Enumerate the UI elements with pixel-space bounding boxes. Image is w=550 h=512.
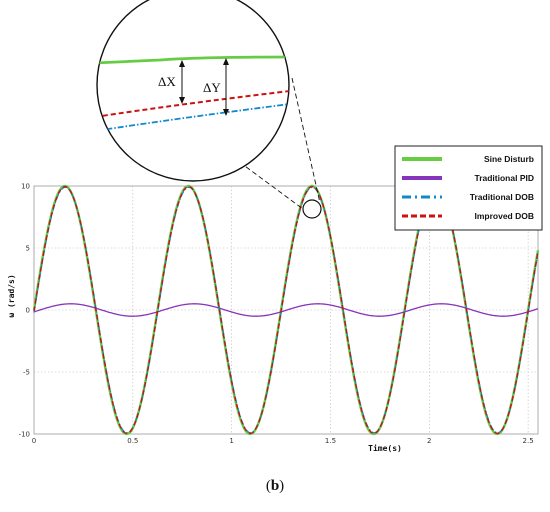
delta-y-arrowhead-top <box>223 58 229 65</box>
x-axis-label: Time(s) <box>368 443 402 453</box>
y-tick-label: 5 <box>26 245 30 253</box>
x-tick-label: 1.5 <box>325 437 336 445</box>
x-tick-label: 0.5 <box>127 437 138 445</box>
y-axis-label: ω (rad/s) <box>7 274 16 317</box>
y-tick-label: 10 <box>21 183 30 191</box>
series-lines <box>32 184 540 436</box>
y-tick-label: -5 <box>23 369 30 377</box>
zoom-inset: ΔX ΔY <box>96 0 290 182</box>
delta-x-arrowhead-bottom <box>179 97 185 104</box>
figure-caption: (b) <box>0 478 550 495</box>
series-line-traditional-pid <box>33 303 539 317</box>
grid-lines <box>34 186 538 434</box>
delta-x-arrowhead-top <box>179 60 185 67</box>
legend-label: Traditional DOB <box>470 192 534 202</box>
caption-letter: b <box>270 478 280 494</box>
x-tick-label: 1 <box>229 437 233 445</box>
zoom-marker-circle <box>302 199 322 219</box>
delta-y-arrowhead-bottom <box>223 109 229 116</box>
legend-box <box>394 145 543 231</box>
y-axis-ticks: 10 5 0 -5 -10 <box>19 183 30 439</box>
caption-open: ( <box>265 478 271 494</box>
legend: Sine Disturb Traditional PID Traditional D… <box>394 145 543 231</box>
legend-label: Traditional PID <box>474 173 534 183</box>
y-tick-label: 0 <box>26 307 30 315</box>
x-axis-ticks: 0 0.5 1 1.5 2 2.5 <box>32 437 534 445</box>
x-tick-label: 0 <box>32 437 36 445</box>
legend-items: Sine Disturb Traditional PID Traditional D… <box>402 154 534 221</box>
delta-x-label: ΔX <box>158 74 176 89</box>
series-line-improved-dob <box>33 185 539 435</box>
inset-line-improved-dob <box>97 90 289 118</box>
legend-label: Sine Disturb <box>484 154 534 164</box>
zoom-inset-circle <box>96 0 290 182</box>
x-tick-label: 2 <box>427 437 431 445</box>
y-tick-label: -10 <box>19 431 30 439</box>
delta-y-label: ΔY <box>203 80 221 95</box>
inset-line-traditional-dob <box>97 103 289 132</box>
caption-close: ) <box>279 478 285 494</box>
legend-label: Improved DOB <box>474 211 534 221</box>
zoom-guide-right <box>291 77 321 204</box>
x-tick-label: 2.5 <box>523 437 534 445</box>
inset-line-sine-disturb <box>97 55 289 65</box>
